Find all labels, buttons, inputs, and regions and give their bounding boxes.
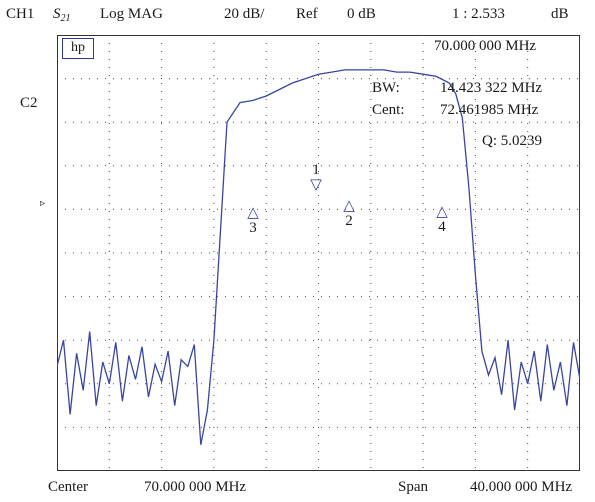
cent-label: Cent: [372, 102, 405, 118]
ref-label: Ref [296, 6, 318, 22]
reference-arrow-icon: ▹ [40, 198, 46, 209]
marker-4-label: 4 [438, 219, 446, 235]
unit-label: dB [551, 6, 569, 22]
analyzer-screen [57, 35, 580, 471]
scale-label: 20 dB/ [224, 6, 265, 22]
marker-3: △ 3 [246, 206, 260, 236]
s-parameter: S21 [53, 6, 71, 24]
cent-value: 72.461985 MHz [440, 102, 539, 118]
marker-1-label: 1 [312, 162, 320, 178]
marker-2: △ 2 [342, 199, 356, 229]
marker-1-icon: ▽ [310, 177, 322, 193]
center-label: Center [48, 479, 88, 495]
span-label: Span [398, 479, 428, 495]
bw-label: BW: [372, 80, 400, 96]
marker-frequency: 70.000 000 MHz [434, 38, 537, 54]
marker-readout: 1 : 2.533 [452, 6, 505, 22]
span-value: 40.000 000 MHz [470, 479, 573, 495]
channel-label: CH1 [6, 6, 35, 22]
q-value: Q: 5.0239 [482, 133, 542, 149]
center-value: 70.000 000 MHz [144, 479, 247, 495]
format-label: Log MAG [100, 6, 163, 22]
marker-4: △ 4 [435, 205, 449, 235]
marker-1: 1 ▽ [309, 163, 323, 193]
ref-value: 0 dB [347, 6, 376, 22]
marker-3-icon: △ [247, 205, 259, 221]
response-trace [57, 69, 580, 445]
marker-4-icon: △ [436, 204, 448, 220]
grid [57, 35, 580, 471]
hp-logo: hp [62, 38, 94, 59]
s-parameter-main: S [53, 6, 61, 22]
s-parameter-sub: 21 [60, 13, 71, 24]
channel2-label: C2 [20, 95, 38, 111]
bw-value: 14.423 322 MHz [440, 80, 543, 96]
screen-border [57, 35, 580, 471]
marker-2-icon: △ [343, 198, 355, 214]
marker-2-label: 2 [345, 213, 353, 229]
marker-3-label: 3 [249, 220, 257, 236]
